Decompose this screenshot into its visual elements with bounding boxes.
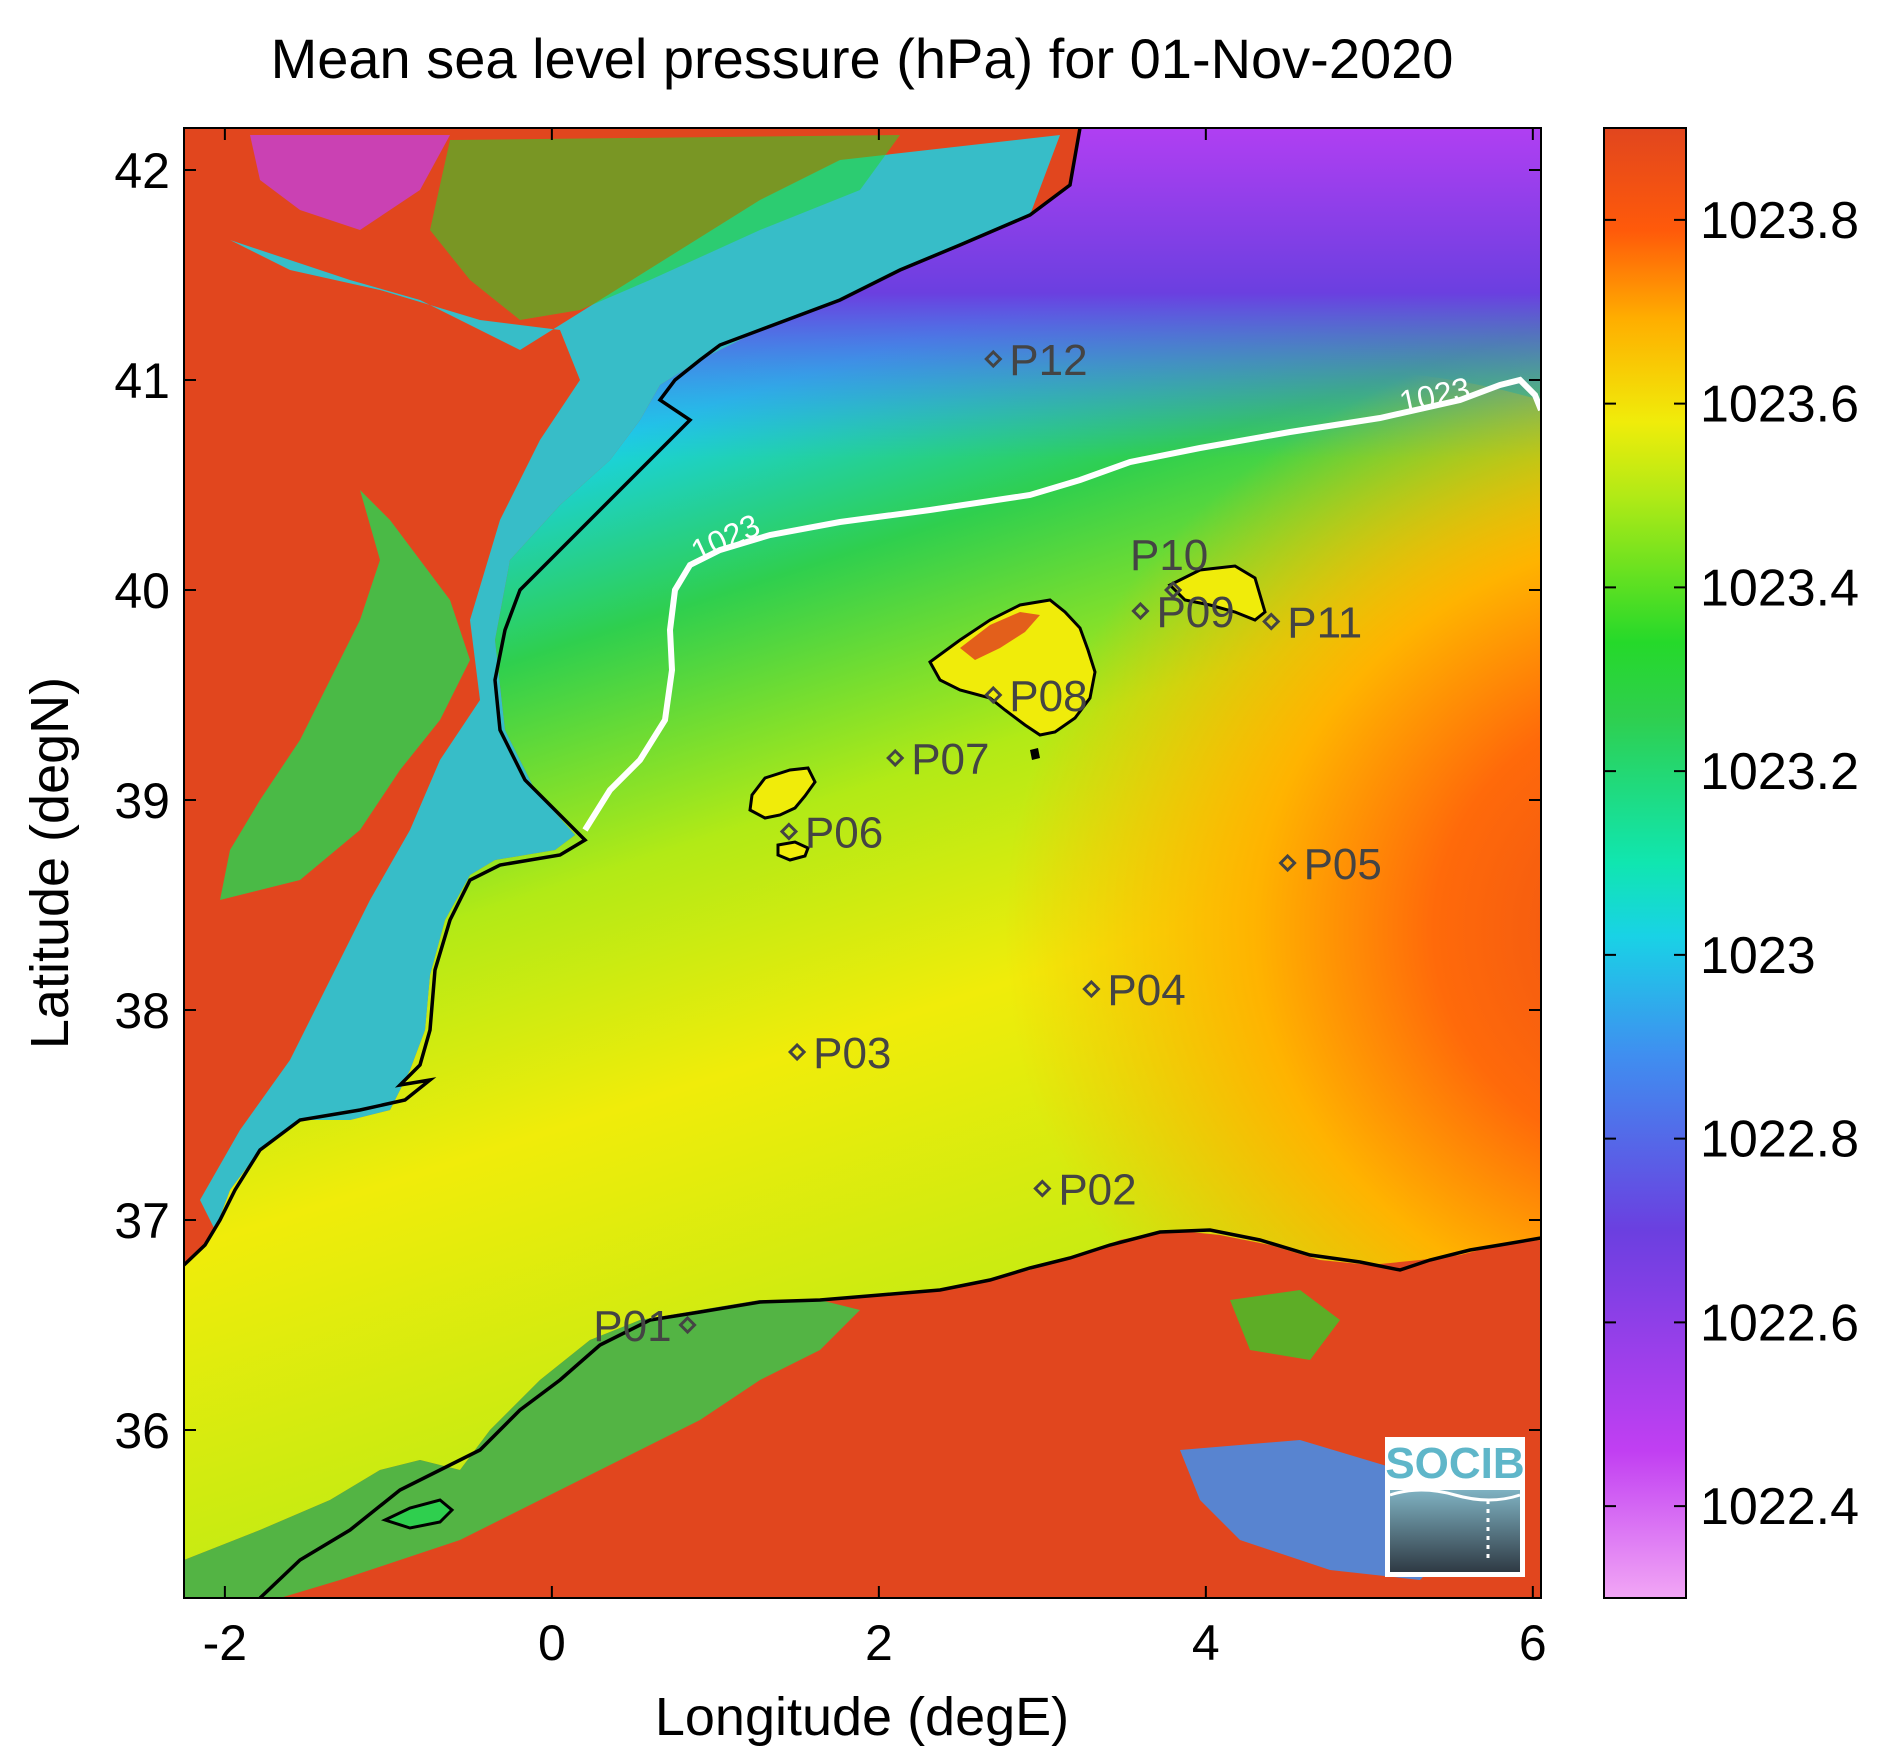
- x-tick-label: 0: [538, 1615, 566, 1671]
- x-tick-label: 6: [1519, 1615, 1547, 1671]
- africa-coastline: [258, 1228, 1541, 1598]
- x-axis: -2 0 2 4 6: [203, 128, 1547, 1671]
- colorbar-tick-label: 1023.8: [1700, 192, 1859, 250]
- station-label-p06: P06: [805, 809, 883, 858]
- station-label-p05: P05: [1304, 840, 1382, 889]
- station-marker-p03: [787, 1042, 807, 1062]
- station-marker-p02: [1033, 1179, 1052, 1198]
- colorbar-tick-label: 1023: [1700, 927, 1816, 985]
- x-axis-label: Longitude (degE): [655, 1687, 1069, 1747]
- station-marker-p05: [1278, 853, 1297, 873]
- y-tick-label: 40: [114, 563, 170, 619]
- station-label-p11: P11: [1287, 599, 1362, 648]
- y-tick-label: 39: [114, 773, 170, 829]
- station-marker-p08: [984, 685, 1003, 705]
- isobar-1023: [582, 376, 1541, 832]
- plot-frame: [183, 127, 1542, 1599]
- logo-sea-panel: [1390, 1490, 1520, 1572]
- colorbar-tick-label: 1022.8: [1700, 1111, 1859, 1169]
- africa-green-patch: [1230, 1290, 1340, 1360]
- station-label-p08: P08: [1009, 672, 1087, 721]
- colorbar-tick-label: 1023.4: [1700, 559, 1859, 617]
- mallorca-land-red: [960, 612, 1040, 660]
- y-tick-label: 42: [114, 143, 170, 199]
- station-label-p07: P07: [911, 735, 989, 784]
- station-marker-p01: [678, 1315, 697, 1335]
- y-tick-label: 36: [114, 1403, 170, 1459]
- colorbar-tick-label: 1022.4: [1700, 1478, 1859, 1536]
- logo-wave: [1389, 1488, 1521, 1502]
- colorbar-tick-label: 1022.6: [1700, 1294, 1859, 1352]
- station-label-p09: P09: [1156, 588, 1234, 637]
- station-label-p02: P02: [1058, 1166, 1136, 1215]
- cabrera-island: [1030, 748, 1040, 760]
- station-label-p03: P03: [813, 1029, 891, 1078]
- colorbar-tick-label: 1023.2: [1700, 743, 1859, 801]
- formentera-island: [776, 840, 810, 862]
- stations-layer: P01 P02 P03 P04 P05 P06 P07 P08 P09 P10 P11 P12: [593, 336, 1382, 1351]
- x-tick-label: -2: [203, 1615, 247, 1671]
- station-label-p01: P01: [593, 1302, 671, 1351]
- menorca-island: [1167, 564, 1267, 622]
- y-tick-label: 37: [114, 1193, 170, 1249]
- northern-green-area: [430, 135, 900, 320]
- x-tick-label: 4: [1192, 1615, 1220, 1671]
- colorbar: [1603, 127, 1687, 1599]
- socib-logo: SOCIB: [1385, 1437, 1525, 1577]
- map-plot-area: 1023 1023 P01P02P03P04P05P06P07P08P09P10…: [184, 128, 1541, 1598]
- iberia-green-band: [220, 490, 470, 900]
- x-tick-label: 2: [865, 1615, 893, 1671]
- ibiza-island: [748, 766, 817, 820]
- station-label-p10: P10: [1130, 531, 1208, 580]
- y-tick-label: 38: [114, 983, 170, 1039]
- station-marker-p06: [779, 822, 799, 841]
- station-marker-p10: [1164, 580, 1183, 600]
- logo-text: SOCIB: [1385, 1439, 1524, 1488]
- station-label-p12: P12: [1009, 336, 1087, 385]
- station-marker-p11: [1262, 612, 1281, 631]
- chart-title: Mean sea level pressure (hPa) for 01-Nov…: [271, 27, 1454, 90]
- station-marker-p12: [984, 349, 1003, 369]
- station-marker-p07: [886, 748, 905, 768]
- colorbar-tick-label: 1023.6: [1700, 376, 1859, 434]
- station-marker-p04: [1082, 979, 1101, 999]
- station-label-p04: P04: [1107, 966, 1185, 1015]
- station-marker-p09: [1131, 601, 1150, 621]
- iberia-coastal-band: [200, 135, 1060, 1230]
- high-pressure-region: [680, 370, 1541, 1490]
- y-tick-label: 41: [114, 353, 170, 409]
- y-axis-label: Latitude (degN): [20, 677, 80, 1049]
- northern-highland: [250, 135, 450, 230]
- y-axis: 36 37 38 39 40 41 42: [114, 143, 1541, 1459]
- alboran-island: [380, 1498, 455, 1530]
- colorbar-ticks: 1022.4 1022.6 1022.8 1023 1023.2 1023.4 1023.6…: [1604, 192, 1859, 1536]
- iberia-coastline: [184, 128, 1082, 1267]
- africa-green-band: [184, 1300, 860, 1598]
